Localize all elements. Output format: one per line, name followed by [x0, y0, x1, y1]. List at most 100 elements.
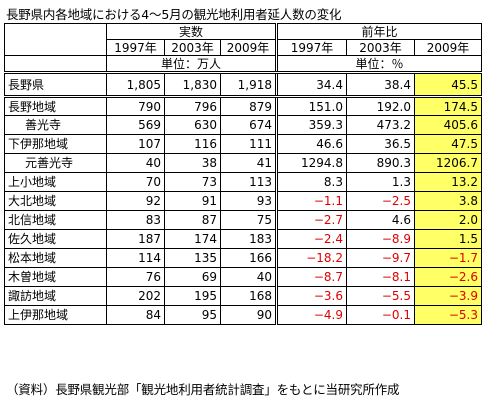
table-row: 長野県 1,805 1,830 1,918 34.4 38.4 45.5	[4, 72, 482, 98]
ratio-2003-cell: 890.3	[346, 153, 415, 173]
ratio-2003-cell: 38.4	[346, 72, 415, 98]
header-year-row: 1997年 2003年 2009年 1997年 2003年 2009年	[5, 39, 482, 56]
actual-1997-cell: 40	[106, 153, 165, 173]
actual-1997-cell: 92	[106, 191, 165, 211]
header-year: 1997年	[106, 39, 165, 56]
table-row: 木曽地域 76 69 40 −8.7 −8.1 −2.6	[4, 267, 482, 287]
actual-2003-cell: 796	[164, 96, 221, 116]
actual-2003-cell: 87	[164, 210, 221, 230]
ratio-2003-cell: 36.5	[346, 134, 415, 154]
actual-2003-cell: 95	[164, 305, 221, 325]
ratio-1997-cell: −2.7	[275, 210, 347, 230]
actual-2009-cell: 674	[220, 115, 277, 135]
ratio-2009-cell: 45.5	[414, 72, 482, 98]
actual-2009-cell: 166	[220, 248, 277, 268]
header-year: 2009年	[220, 39, 277, 56]
ratio-2009-cell: 1.5	[414, 229, 482, 249]
unit-row: 単位：万人 単位：％	[4, 55, 482, 74]
actual-2009-cell: 93	[220, 191, 277, 211]
table-row: 大北地域 92 91 93 −1.1 −2.5 3.8	[4, 191, 482, 211]
actual-2003-cell: 195	[164, 286, 221, 306]
ratio-2003-cell: −0.1	[346, 305, 415, 325]
ratio-2009-cell: 2.0	[414, 210, 482, 230]
ratio-1997-cell: 8.3	[275, 172, 347, 192]
ratio-2003-cell: 4.6	[346, 210, 415, 230]
ratio-2003-cell: −8.9	[346, 229, 415, 249]
table-row: 上小地域 70 73 113 8.3 1.3 13.2	[4, 172, 482, 192]
table-row: 佐久地域 187 174 183 −2.4 −8.9 1.5	[4, 229, 482, 249]
actual-2009-cell: 1,918	[220, 72, 277, 98]
actual-2009-cell: 90	[220, 305, 277, 325]
ratio-1997-cell: 34.4	[275, 72, 347, 98]
actual-1997-cell: 84	[106, 305, 165, 325]
header-year-ratio: 1997年	[275, 39, 347, 56]
actual-2003-cell: 69	[164, 267, 221, 287]
header-year-ratio: 2003年	[346, 39, 415, 56]
actual-1997-cell: 114	[106, 248, 165, 268]
actual-1997-cell: 70	[106, 172, 165, 192]
actual-1997-cell: 790	[106, 96, 165, 116]
header-blank-cell	[4, 23, 107, 56]
actual-2009-cell: 168	[220, 286, 277, 306]
header-group-row: 実数 前年比	[4, 23, 482, 56]
ratio-2009-cell: −5.3	[414, 305, 482, 325]
unit-blank-cell	[4, 55, 107, 74]
ratio-2003-cell: −2.5	[346, 191, 415, 211]
region-name: 北信地域	[4, 210, 107, 230]
actual-2003-cell: 116	[164, 134, 221, 154]
actual-2003-cell: 38	[164, 153, 221, 173]
actual-1997-cell: 569	[106, 115, 165, 135]
ratio-2009-cell: 405.6	[414, 115, 482, 135]
header-year: 2003年	[164, 39, 221, 56]
actual-1997-cell: 107	[106, 134, 165, 154]
table-title: 長野県内各地域における4〜5月の観光地利用者延人数の変化	[6, 7, 342, 22]
footnote: （資料）長野県観光部「観光地利用者統計調査」をもとに当研究所作成	[6, 382, 400, 397]
region-name: 長野地域	[4, 96, 107, 116]
actual-2003-cell: 73	[164, 172, 221, 192]
table-row: 元善光寺 40 38 41 1294.8 890.3 1206.7	[4, 153, 482, 173]
ratio-2009-cell: 3.8	[414, 191, 482, 211]
table-row: 長野地域 790 796 879 151.0 192.0 174.5	[4, 96, 482, 116]
ratio-2009-cell: −2.6	[414, 267, 482, 287]
ratio-1997-cell: 151.0	[275, 96, 347, 116]
ratio-1997-cell: −4.9	[275, 305, 347, 325]
actual-2003-cell: 630	[164, 115, 221, 135]
unit-actual: 単位：万人	[106, 55, 277, 74]
ratio-2009-cell: 13.2	[414, 172, 482, 192]
ratio-2003-cell: 473.2	[346, 115, 415, 135]
header-year-ratio: 2009年	[414, 39, 482, 56]
actual-1997-cell: 1,805	[106, 72, 165, 98]
table-row: 善光寺 569 630 674 359.3 473.2 405.6	[4, 115, 482, 135]
actual-2009-cell: 183	[220, 229, 277, 249]
table-row: 諏訪地域 202 195 168 −3.6 −5.5 −3.9	[4, 286, 482, 306]
actual-2009-cell: 879	[220, 96, 277, 116]
actual-1997-cell: 76	[106, 267, 165, 287]
actual-2009-cell: 113	[220, 172, 277, 192]
region-name: 松本地域	[4, 248, 107, 268]
region-name: 佐久地域	[4, 229, 107, 249]
actual-2003-cell: 91	[164, 191, 221, 211]
ratio-1997-cell: 359.3	[275, 115, 347, 135]
region-name: 下伊那地域	[4, 134, 107, 154]
region-name: 上伊那地域	[4, 305, 107, 325]
region-name: 善光寺	[4, 115, 107, 135]
ratio-2003-cell: −8.1	[346, 267, 415, 287]
actual-2009-cell: 75	[220, 210, 277, 230]
ratio-2003-cell: 1.3	[346, 172, 415, 192]
ratio-2009-cell: 47.5	[414, 134, 482, 154]
actual-2009-cell: 40	[220, 267, 277, 287]
actual-1997-cell: 187	[106, 229, 165, 249]
actual-2003-cell: 135	[164, 248, 221, 268]
actual-1997-cell: 83	[106, 210, 165, 230]
region-name: 長野県	[4, 72, 107, 98]
ratio-2009-cell: −3.9	[414, 286, 482, 306]
ratio-1997-cell: −8.7	[275, 267, 347, 287]
ratio-1997-cell: −2.4	[275, 229, 347, 249]
table-row: 松本地域 114 135 166 −18.2 −9.7 −1.7	[4, 248, 482, 268]
actual-2003-cell: 1,830	[164, 72, 221, 98]
ratio-1997-cell: 46.6	[275, 134, 347, 154]
region-name: 元善光寺	[4, 153, 107, 173]
actual-2009-cell: 41	[220, 153, 277, 173]
ratio-2003-cell: −5.5	[346, 286, 415, 306]
actual-1997-cell: 202	[106, 286, 165, 306]
